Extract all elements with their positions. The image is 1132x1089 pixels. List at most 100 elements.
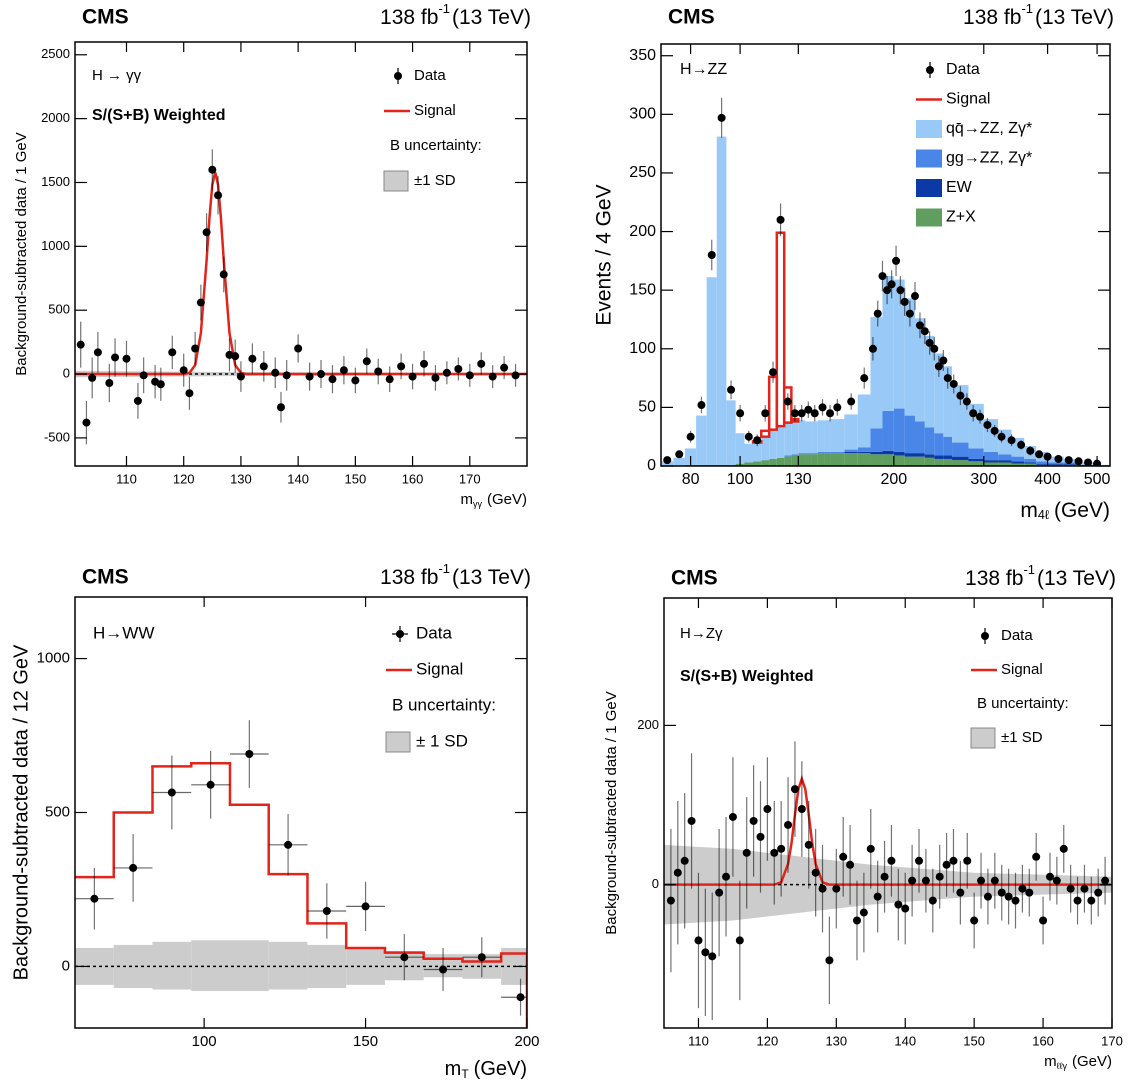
data-point — [179, 366, 188, 375]
uncertainty-band — [113, 944, 153, 988]
data-point — [892, 256, 901, 265]
data-point — [990, 876, 999, 885]
data-point — [707, 251, 716, 259]
data-point — [847, 397, 856, 406]
x-tick-label: 150 — [345, 471, 367, 486]
legend-title: B uncertainty: — [390, 137, 482, 154]
data-point — [776, 215, 785, 224]
legend-label: gg→ZZ, Zγ* — [946, 150, 1032, 167]
stack-bar — [904, 298, 915, 416]
data-point — [928, 896, 937, 905]
stack-bar — [811, 454, 818, 466]
data-point — [328, 375, 337, 384]
panel: 80 100 130 200 300 400 500 0 50 100 150 200 250 300 35… — [593, 1, 1114, 522]
stack-bar — [753, 461, 762, 466]
legend-swatch — [970, 727, 996, 749]
stack-bar — [735, 433, 745, 464]
x-axis-unit: (GeV) — [1072, 1053, 1112, 1070]
data-point — [1004, 892, 1013, 901]
stack-bar — [844, 414, 858, 450]
data-point — [666, 896, 675, 905]
plot-frame — [74, 41, 528, 467]
data-point — [122, 354, 131, 363]
y-tick-label: 2500 — [41, 46, 70, 61]
data-point — [465, 371, 474, 380]
x-tick-label: 160 — [402, 471, 424, 486]
data-point — [939, 356, 948, 365]
stack-bar — [1011, 456, 1025, 462]
stack-bar — [811, 421, 818, 454]
x-axis-label: mT (GeV) — [445, 1058, 527, 1081]
stack-bar — [716, 136, 727, 465]
data-point — [744, 432, 753, 441]
experiment-label: CMS — [671, 567, 718, 590]
data-point — [697, 401, 706, 410]
data-point — [408, 372, 417, 381]
y-axis-label: Events / 4 GeV — [593, 184, 616, 325]
data-point — [777, 844, 786, 853]
data-point — [887, 856, 896, 865]
y-tick-label: 300 — [629, 106, 656, 123]
data-point — [873, 892, 882, 901]
data-point — [873, 309, 882, 318]
data-point — [901, 904, 910, 913]
luminosity: 138 fb — [965, 567, 1023, 590]
data-point — [1066, 884, 1075, 893]
data-point — [231, 352, 240, 361]
data-point — [727, 385, 736, 394]
data-point — [1025, 888, 1034, 897]
stack-bar — [1036, 461, 1048, 464]
stack-bar — [893, 455, 905, 466]
stack-bar — [817, 420, 825, 452]
stack-bar — [943, 458, 953, 466]
y-tick-label: 0 — [63, 365, 70, 380]
x-tick-label: 160 — [1032, 1033, 1054, 1048]
stack-bar — [817, 451, 825, 454]
data-point — [997, 432, 1006, 441]
stack-bar — [914, 456, 925, 466]
stack-bar — [830, 453, 845, 466]
data-point — [1074, 457, 1083, 466]
data-point — [804, 840, 813, 849]
data-point — [454, 364, 463, 373]
data-point — [317, 370, 326, 379]
legend-swatch — [916, 179, 942, 197]
data-point — [516, 993, 525, 1002]
plot-area — [661, 97, 1110, 466]
x-tick-label: 110 — [688, 1033, 709, 1048]
legend-label: Signal — [946, 91, 990, 108]
data-point — [214, 191, 223, 200]
plot-area — [664, 741, 1112, 1021]
stack-bar — [943, 436, 953, 456]
stack-bar — [983, 460, 999, 463]
y-axis-label: Background-subtracted data / 12 GeV — [10, 644, 32, 980]
data-point — [942, 860, 951, 869]
data-point — [846, 860, 855, 869]
stack-bar — [983, 451, 999, 461]
luminosity-exponent: -1 — [1021, 1, 1033, 16]
y-tick-label: 0 — [62, 957, 70, 974]
x-tick-label: 170 — [459, 471, 481, 486]
x-tick-label: 140 — [287, 471, 309, 486]
y-tick-label: 150 — [629, 281, 656, 298]
luminosity-label: 138 fb-1(13 TeV) — [380, 561, 531, 588]
data-point — [868, 344, 877, 353]
data-point — [753, 436, 762, 445]
data-point — [156, 380, 165, 389]
data-point — [905, 309, 914, 318]
legend-label: ±1 SD — [414, 172, 456, 189]
stack-bar — [761, 436, 770, 461]
stack-bar — [1047, 463, 1064, 465]
data-point — [769, 368, 778, 377]
stack-bar — [844, 453, 858, 466]
data-point — [1052, 876, 1061, 885]
data-point — [910, 292, 919, 301]
data-point — [191, 344, 200, 353]
data-point — [818, 884, 827, 893]
legend-swatch — [916, 120, 942, 138]
data-point — [1039, 916, 1048, 925]
stack-bar — [914, 453, 925, 457]
stack-bar — [904, 453, 915, 457]
stack-bar — [914, 421, 925, 454]
stack-bar — [882, 454, 894, 466]
